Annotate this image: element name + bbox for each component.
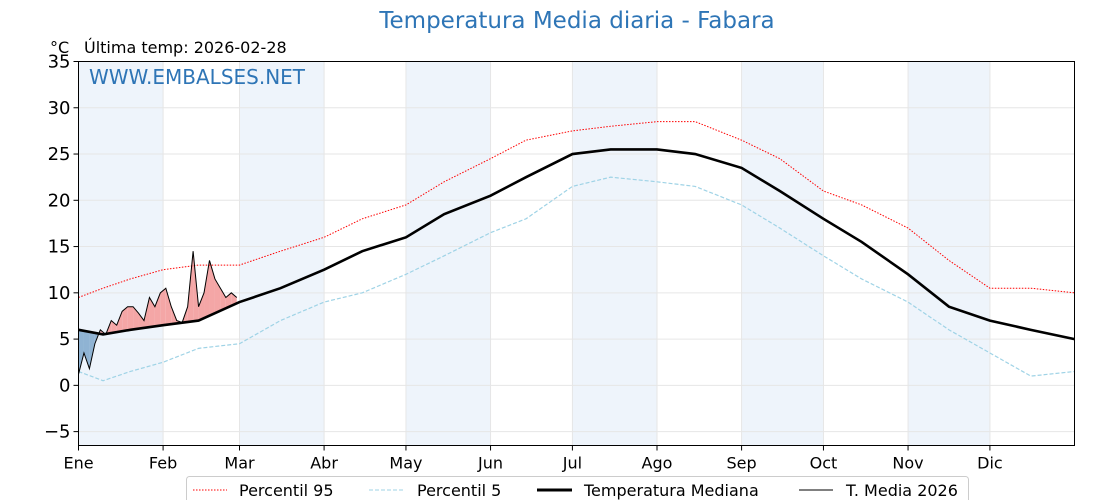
anomaly-fill-segment [160,288,166,326]
legend-box [186,476,969,500]
y-tick-label-10: 10 [48,283,71,304]
y-tick-label-30: 30 [48,98,71,119]
legend-year-label: T. Media 2026 [845,481,958,500]
series-t-media-2026 [78,251,238,375]
y-tick-label-20: 20 [48,190,71,211]
x-tick-label-nov: Nov [892,454,923,473]
anomaly-fill-segment [154,292,161,327]
anomaly-fill-segment [209,260,215,316]
x-tick-label-feb: Feb [149,454,177,473]
y-tick-label-35: 35 [48,52,71,73]
anomaly-fill-segment [133,306,139,330]
chart-title: Temperatura Media diaria - Fabara [379,8,775,34]
x-tick-label-ene: Ene [63,454,93,473]
watermark: WWW.EMBALSES.NET [89,65,306,89]
last-temp-label: Última temp: 2026-02-28 [84,38,287,57]
legend: Percentil 95 Percentil 5 Temperatura Med… [186,476,969,500]
x-tick-label-may: May [389,454,422,473]
x-tick-label-oct: Oct [810,454,838,473]
anomaly-fill-segment [78,329,84,375]
anomaly-fill-segment [89,331,95,369]
plot-frame [78,61,1075,446]
series-percentil-5 [78,176,1075,382]
y-tick-label--5: −5 [44,422,71,443]
anomaly-fill-segment [122,306,128,332]
x-tick-label-jul: Jul [562,454,582,473]
anomaly-fill-segment [116,311,123,333]
anomaly-fill-segment [83,330,90,369]
x-tick-label-ago: Ago [642,454,673,473]
legend-p5-label: Percentil 5 [417,481,501,500]
x-tick-label-mar: Mar [224,454,255,473]
y-tick-label-25: 25 [48,144,71,165]
anomaly-fill-segment [165,288,172,325]
x-tick-label-jun: Jun [477,454,503,473]
month-band-mar [239,61,325,446]
x-tick-label-sep: Sep [727,454,757,473]
month-band-nov [908,61,990,446]
anomaly-fills [78,251,237,375]
month-bands [78,61,990,446]
x-tick-label-dic: Dic [977,454,1003,473]
anomaly-fill-segment [198,292,205,321]
x-tick-label-abr: Abr [310,454,338,473]
y-tick-label-0: 0 [59,375,70,396]
anomaly-fill-segment [220,288,226,311]
anomaly-fill-segment [127,306,134,331]
y-tick-label-15: 15 [48,237,71,258]
legend-p95-label: Percentil 95 [239,481,334,500]
y-axis: −5 0 5 10 15 20 25 30 35 [44,52,79,443]
anomaly-fill-segment [214,278,221,314]
series-temperatura-mediana [78,148,1075,341]
month-band-sep [741,61,824,446]
x-axis: Ene Feb Mar Abr May Jun Jul Ago Sep Oct Nov Dic [63,445,1003,473]
anomaly-fill-segment [204,260,210,319]
anomaly-fill-segment [111,320,117,334]
y-axis-unit-label: °C [50,38,70,57]
series-lines [78,121,1075,382]
anomaly-fill-segment [138,313,144,329]
month-band-jul [572,61,657,446]
month-band-ene [78,61,164,446]
y-tick-label-5: 5 [59,329,70,350]
legend-median-label: Temperatura Mediana [583,481,759,500]
